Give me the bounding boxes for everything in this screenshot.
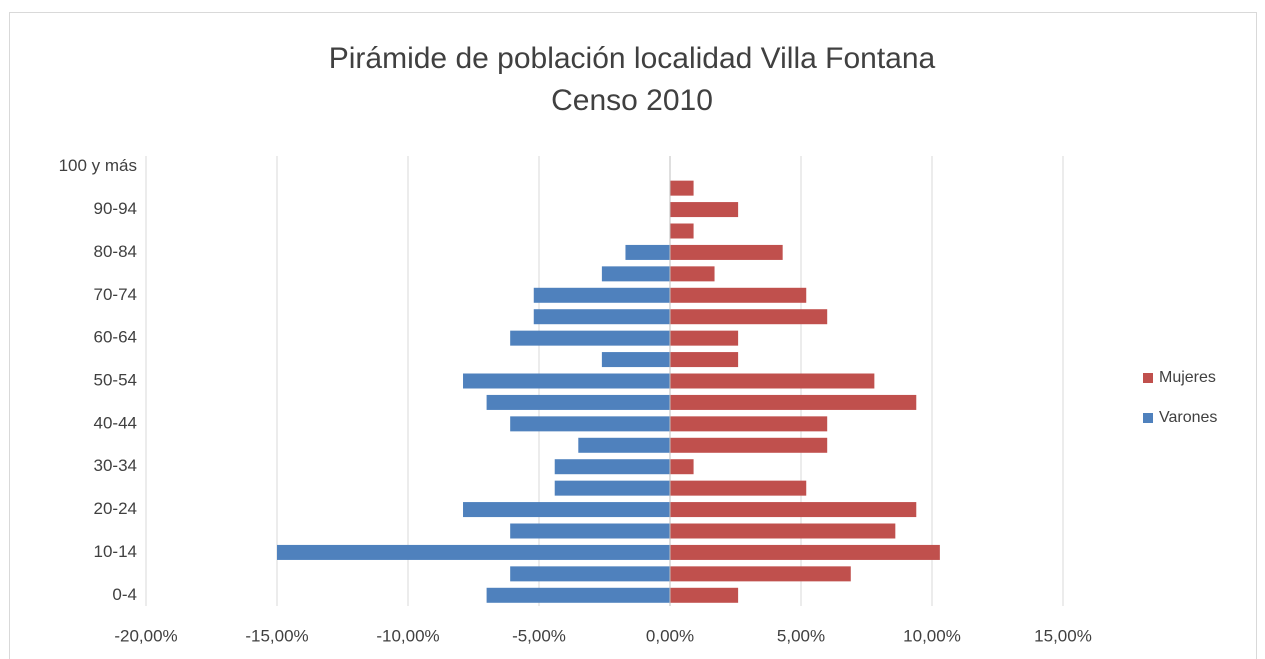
- bar: [625, 244, 670, 260]
- bar: [601, 352, 670, 368]
- bar: [670, 309, 828, 325]
- x-tick-label: 10,00%: [903, 626, 961, 645]
- legend-swatch: [1143, 373, 1153, 383]
- chart-subtitle: Censo 2010: [551, 84, 713, 117]
- legend-label: Mujeres: [1159, 369, 1216, 386]
- bar: [670, 287, 807, 303]
- bar: [533, 309, 670, 325]
- bar: [510, 330, 670, 346]
- bar: [463, 502, 670, 518]
- y-tick-label: 50-54: [94, 370, 137, 389]
- bar: [670, 180, 694, 196]
- x-tick-label: -15,00%: [245, 626, 308, 645]
- y-tick-label: 40-44: [94, 413, 137, 432]
- bar: [670, 266, 715, 282]
- y-tick-label: 10-14: [94, 542, 137, 561]
- bar: [670, 544, 940, 560]
- y-tick-label: 100 y más: [59, 156, 137, 175]
- bar: [510, 523, 670, 539]
- bar: [670, 459, 694, 475]
- bar: [486, 587, 670, 603]
- bar: [601, 266, 670, 282]
- x-tick-label: -5,00%: [512, 626, 566, 645]
- bar: [670, 394, 917, 410]
- bar: [510, 566, 670, 582]
- bar: [670, 352, 739, 368]
- bar: [533, 287, 670, 303]
- bar: [554, 480, 670, 496]
- bar: [670, 566, 851, 582]
- bar: [277, 544, 670, 560]
- x-tick-label: 0,00%: [646, 626, 694, 645]
- x-tick-label: 5,00%: [777, 626, 825, 645]
- bar: [578, 437, 670, 453]
- y-tick-label: 0-4: [112, 585, 137, 604]
- bar: [486, 394, 670, 410]
- bar: [670, 587, 739, 603]
- bar: [554, 459, 670, 475]
- y-tick-label: 20-24: [94, 499, 137, 518]
- bar: [463, 373, 670, 389]
- bar: [670, 416, 828, 432]
- bar: [670, 223, 694, 239]
- chart-title: Pirámide de población localidad Villa Fo…: [329, 42, 936, 75]
- bar: [670, 502, 917, 518]
- y-tick-label: 30-34: [94, 456, 137, 475]
- bar: [670, 244, 783, 260]
- x-tick-label: -10,00%: [376, 626, 439, 645]
- bar: [510, 416, 670, 432]
- bar: [670, 373, 875, 389]
- x-tick-label: 15,00%: [1034, 626, 1092, 645]
- y-tick-label: 60-64: [94, 328, 137, 347]
- bar: [670, 437, 828, 453]
- y-tick-label: 70-74: [94, 285, 137, 304]
- y-tick-label: 80-84: [94, 242, 137, 261]
- legend-swatch: [1143, 413, 1153, 423]
- bar: [670, 480, 807, 496]
- y-tick-label: 90-94: [94, 199, 137, 218]
- bar: [670, 523, 896, 539]
- bar: [670, 202, 739, 218]
- x-tick-label: -20,00%: [114, 626, 177, 645]
- bar: [670, 330, 739, 346]
- legend-label: Varones: [1159, 409, 1217, 426]
